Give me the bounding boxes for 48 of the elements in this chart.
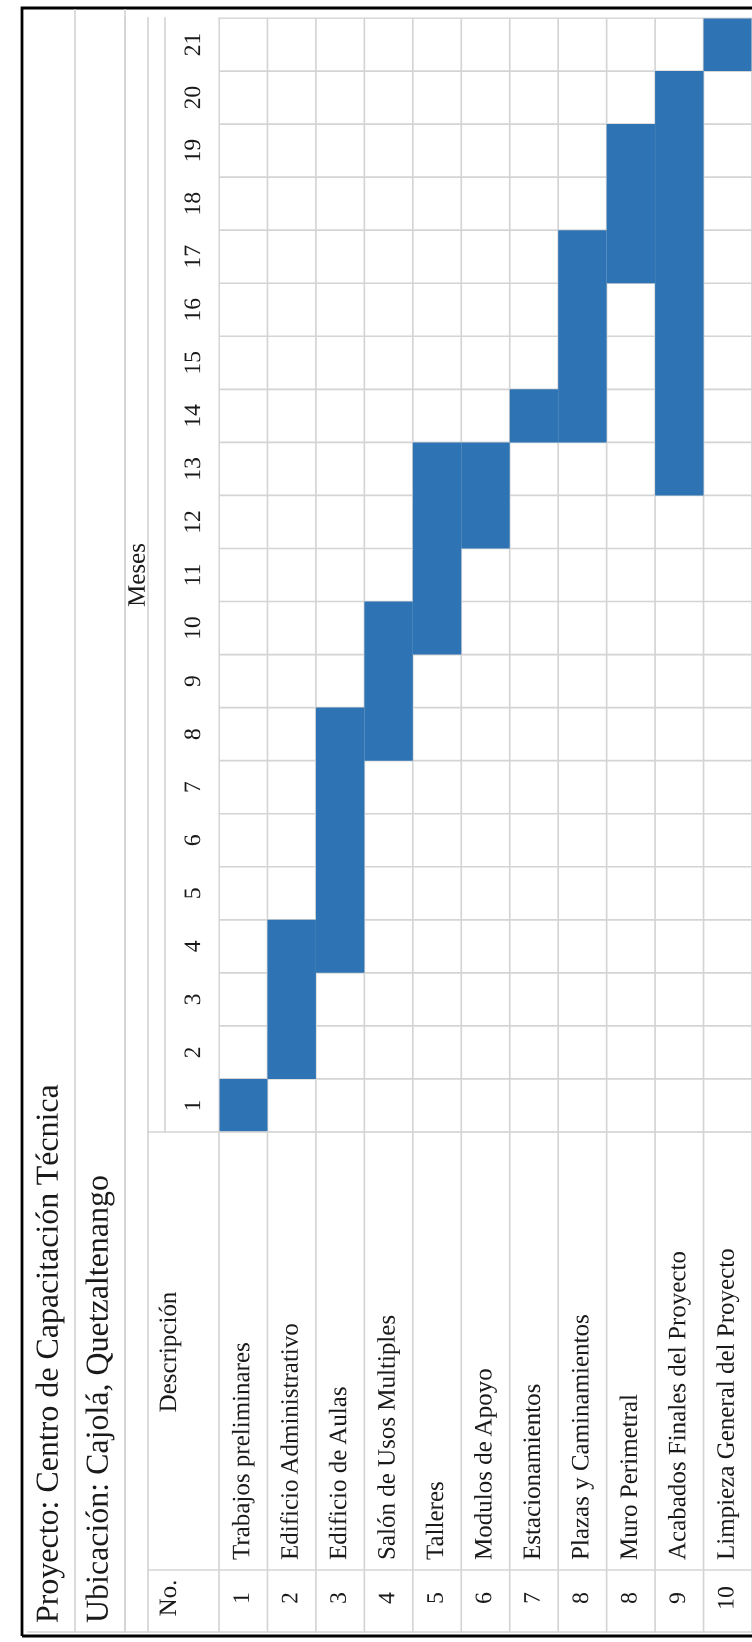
text: 7 <box>524 1592 540 1603</box>
x-tick-label: Muro Perimetral <box>619 1394 638 1560</box>
y-tick-label: 9 <box>184 676 201 687</box>
y-tick-label: 13 <box>184 458 201 479</box>
y-tick-label: 3 <box>184 994 201 1005</box>
y-tick-label: 14 <box>184 404 201 426</box>
y-tick-label: 6 <box>184 835 201 846</box>
text: 6 <box>475 1592 492 1603</box>
text: 5 <box>427 1593 443 1603</box>
text: 2 <box>281 1593 298 1603</box>
text: 8 <box>620 1593 637 1603</box>
x-tick-label: Plazas y Caminamientos <box>571 1315 594 1560</box>
text: 1 <box>233 1593 249 1602</box>
x-tick-label: Trabajos preliminares <box>231 1343 255 1560</box>
text: 8 <box>572 1593 589 1603</box>
text: Descripción <box>158 1291 182 1412</box>
x-tick-label: Limpieza General del Proyecto <box>716 1249 740 1560</box>
x-tick-label: Estacionamientos <box>523 1384 541 1560</box>
y-axis-title: Meses <box>128 543 145 607</box>
x-tick-label: Modulos de Apoyo <box>474 1369 497 1560</box>
text: 4 <box>378 1592 395 1604</box>
y-tick-label: 20 <box>184 86 201 109</box>
y-tick-label: 15 <box>184 351 201 373</box>
y-tick-label: 19 <box>184 139 201 161</box>
x-tick-label: Talleres <box>425 1482 444 1560</box>
y-tick-label: 5 <box>184 888 201 898</box>
x-tick-label: Salón de Usos Multiples <box>377 1315 400 1559</box>
text: No. <box>159 1581 177 1616</box>
y-tick-label: 1 <box>184 1100 201 1110</box>
y-tick-label: 12 <box>184 511 201 532</box>
y-tick-label: 16 <box>184 298 201 320</box>
y-tick-label: 8 <box>184 729 201 740</box>
y-tick-label: 4 <box>184 940 201 952</box>
y-tick-label: 2 <box>184 1047 201 1058</box>
y-tick-label: 7 <box>184 781 201 792</box>
text: Ubicación: Cajolá, Quetzaltenango <box>85 1176 115 1623</box>
y-tick-label: 11 <box>184 565 201 585</box>
x-tick-label: Edificio Administrativo <box>280 1324 298 1560</box>
x-tick-label: Acabados Finales del Proyecto <box>667 1252 691 1560</box>
y-tick-label: 10 <box>184 617 201 638</box>
y-tick-label: 21 <box>184 34 201 56</box>
y-tick-label: 18 <box>184 192 201 214</box>
x-tick-label: Edificio de Aulas <box>328 1387 347 1560</box>
y-tick-label: 17 <box>184 245 201 267</box>
text: 9 <box>669 1593 686 1604</box>
text: Proyecto: Centro de Capacitación Técnica <box>35 1084 65 1623</box>
text: 10 <box>717 1587 734 1608</box>
text: 3 <box>330 1593 347 1603</box>
